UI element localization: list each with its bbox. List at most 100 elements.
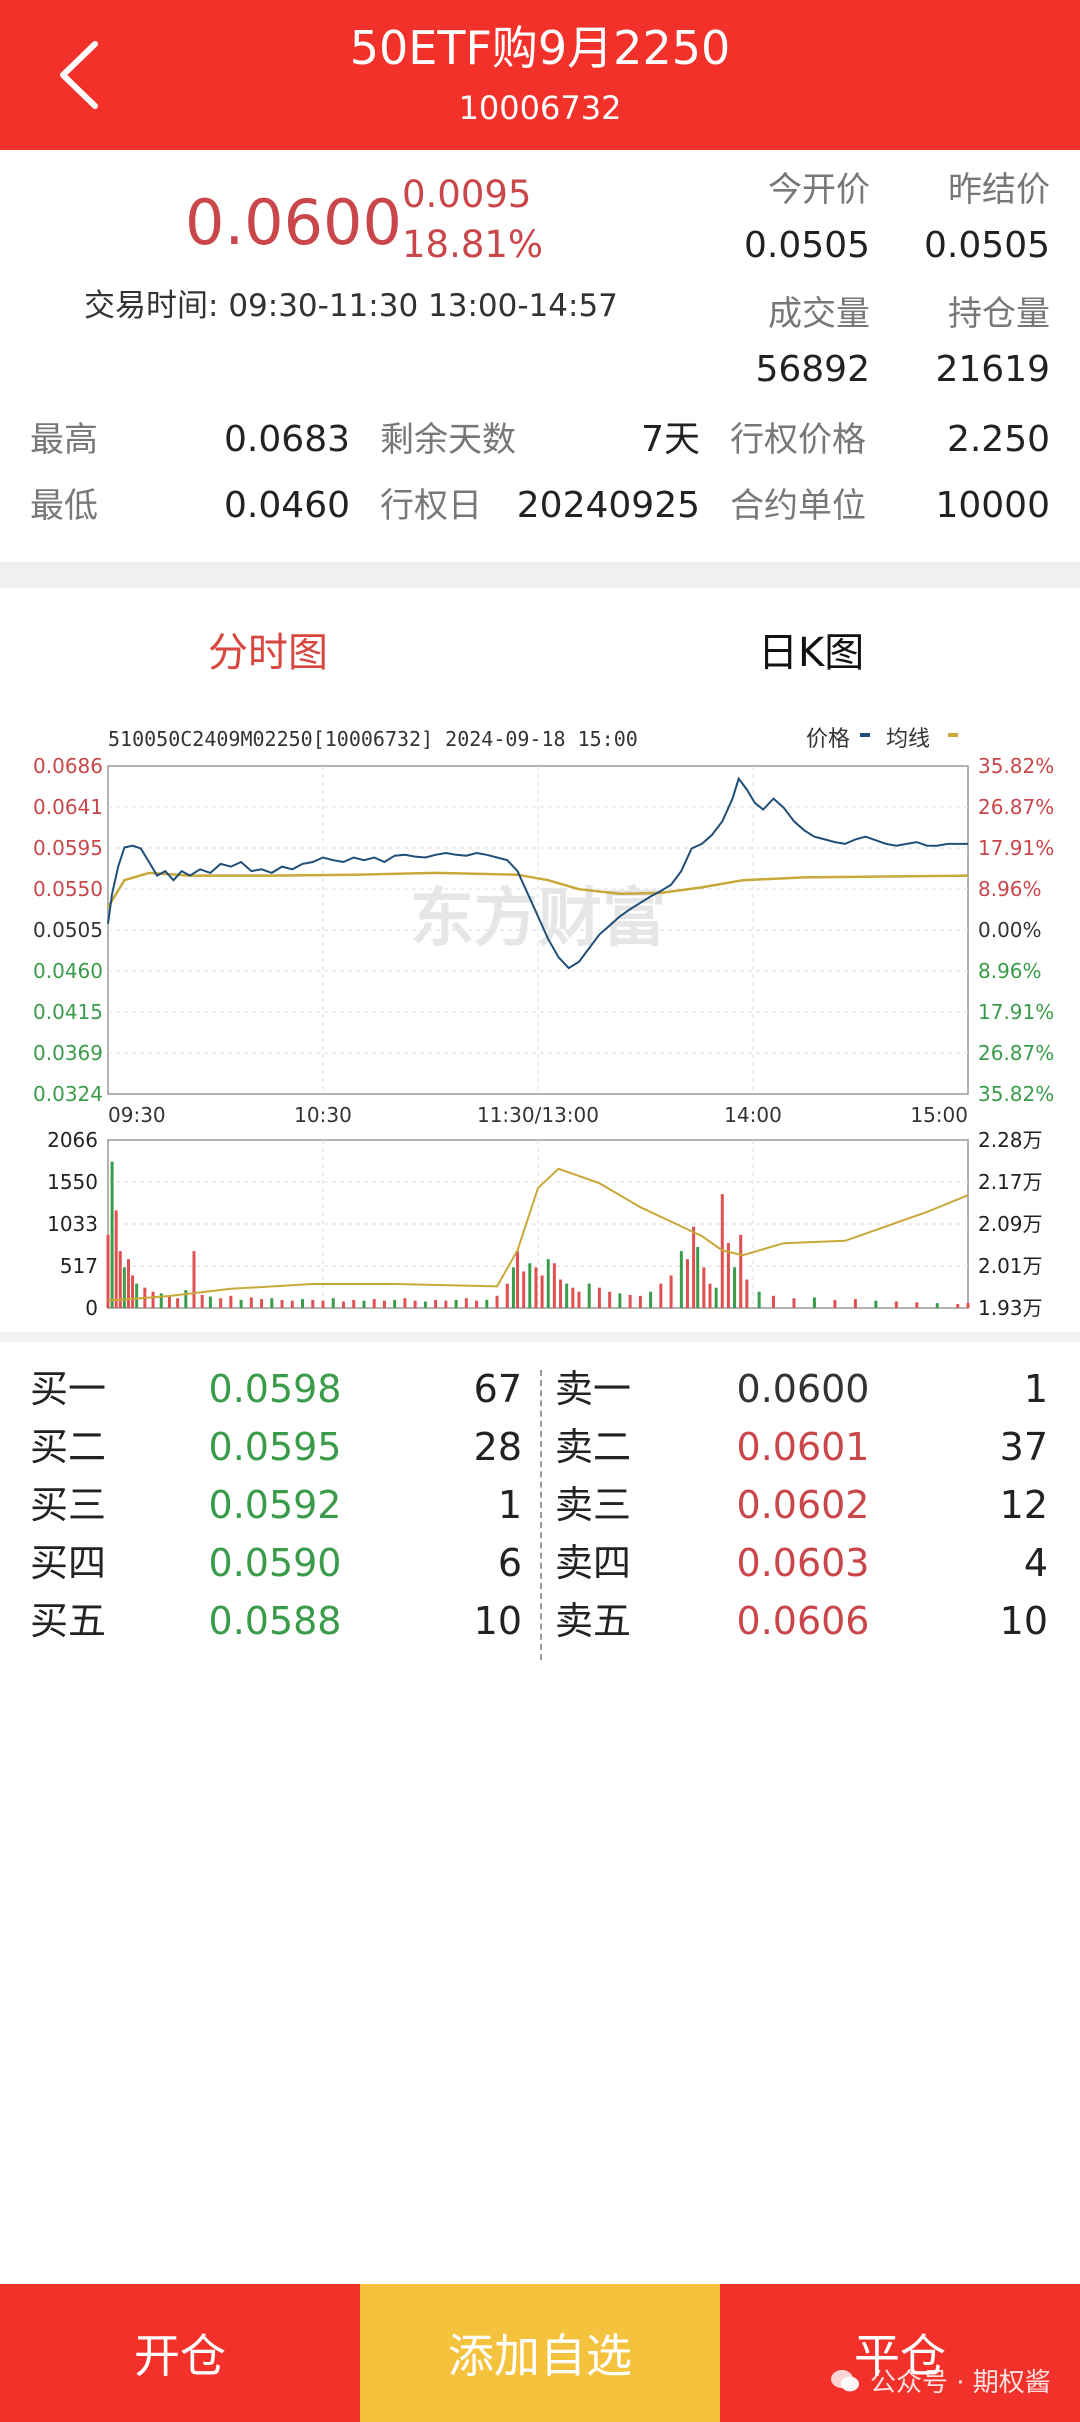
volume-bar	[597, 1287, 601, 1308]
volume-bar	[833, 1299, 837, 1308]
price-axis-right-label: 26.87%	[978, 795, 1054, 819]
volume-bar	[444, 1300, 448, 1308]
volume-bar	[118, 1251, 122, 1308]
chevron-left-icon	[60, 41, 98, 109]
bottom-action-bar: 开仓 添加自选 平仓	[0, 2284, 1080, 2422]
volume-axis-left-label: 517	[60, 1254, 98, 1278]
volume-bar	[106, 1234, 110, 1308]
volume-axis-left-label: 1033	[47, 1212, 98, 1236]
volume-bar	[915, 1302, 919, 1308]
volume-bar	[771, 1295, 775, 1308]
volume-bar	[679, 1251, 683, 1308]
volume-bar	[200, 1294, 204, 1308]
open-interest-line	[107, 1167, 969, 1302]
bid-4-qty: 6	[497, 1541, 522, 1585]
chart-header-text: 510050C2409M02250[10006732] 2024-09-18 1…	[108, 727, 638, 751]
volume-bar	[559, 1279, 563, 1308]
volume-bar	[685, 1259, 689, 1308]
volume-axis-right-label: 1.93万	[978, 1296, 1043, 1320]
tab-daily-k[interactable]: 日K图	[758, 630, 865, 676]
high-label: 最高	[30, 420, 98, 460]
volume-bar	[812, 1297, 816, 1308]
volume-bar	[792, 1298, 796, 1308]
volume-bar	[485, 1299, 489, 1308]
contract-unit-value: 10000	[935, 485, 1050, 526]
volume-bar	[131, 1275, 135, 1308]
volume-bar	[403, 1298, 407, 1308]
volume-bar	[628, 1294, 632, 1308]
order-book: 买一 0.0598 67 买二 0.0595 28 买三 0.0592 1 买四…	[0, 1360, 1080, 1660]
volume-bar	[280, 1299, 284, 1308]
volume-bar	[853, 1299, 857, 1308]
volume-axis-right-label: 2.28万	[978, 1128, 1043, 1152]
volume-bar	[229, 1295, 233, 1308]
time-tick-label: 11:30/13:00	[477, 1103, 599, 1127]
price-axis-left-label: 0.0686	[33, 754, 103, 778]
ask-2-price: 0.0601	[736, 1425, 870, 1469]
volume-bar	[552, 1263, 556, 1308]
volume-bar	[708, 1283, 712, 1308]
volume-bar	[110, 1161, 114, 1308]
volume-bar	[135, 1283, 139, 1308]
prev-settle-label: 昨结价	[948, 170, 1050, 210]
volume-bar	[534, 1267, 538, 1308]
volume-axis-left-label: 2066	[47, 1128, 98, 1152]
volume-bar	[726, 1242, 730, 1308]
contract-unit-label: 合约单位	[730, 486, 866, 526]
volume-bar	[393, 1299, 397, 1308]
volume-bar	[894, 1301, 898, 1308]
ask-2-qty: 37	[999, 1425, 1048, 1469]
ask-4-label: 卖四	[555, 1541, 632, 1585]
chart-tabs: 分时图 日K图	[0, 588, 1080, 718]
bid-4-label: 买四	[30, 1541, 107, 1585]
legend-avg-label: 均线	[886, 727, 930, 752]
price-panel: 东方财富0.06860.06410.05950.05500.05050.0460…	[33, 754, 1054, 1127]
legend-avg-swatch	[948, 733, 958, 737]
page-title: 50ETF购9月2250	[349, 21, 731, 75]
add-watchlist-button[interactable]: 添加自选	[360, 2284, 720, 2422]
volume-bar	[159, 1293, 163, 1308]
prev-settle-value: 0.0505	[924, 225, 1050, 266]
price-axis-right-label: 26.87%	[978, 1041, 1054, 1065]
bid-3-price: 0.0592	[208, 1483, 342, 1527]
volume-bar	[956, 1303, 960, 1308]
volume-axis-left-label: 0	[85, 1296, 98, 1320]
volume-bar	[239, 1299, 243, 1308]
exercise-date-label: 行权日	[380, 486, 482, 526]
volume-bar	[362, 1300, 366, 1308]
bid-5-qty: 10	[473, 1599, 522, 1643]
volume-bar	[352, 1299, 356, 1308]
ask-5-label: 卖五	[555, 1599, 632, 1643]
price-axis-left-label: 0.0415	[33, 1000, 103, 1024]
volume-label: 成交量	[768, 294, 870, 334]
strike-label: 行权价格	[730, 420, 866, 460]
tab-intraday[interactable]: 分时图	[208, 630, 328, 676]
exercise-date-value: 20240925	[516, 485, 700, 526]
price-axis-left-label: 0.0369	[33, 1041, 103, 1065]
wechat-icon	[831, 2369, 859, 2391]
ask-1-qty: 1	[1023, 1367, 1048, 1411]
back-button[interactable]	[44, 30, 114, 120]
volume-axis-right-label: 2.01万	[978, 1254, 1043, 1278]
open-position-button[interactable]: 开仓	[0, 2284, 360, 2422]
volume-bar	[321, 1300, 325, 1308]
ask-4-qty: 4	[1023, 1541, 1048, 1585]
bid-5-label: 买五	[30, 1599, 107, 1643]
volume-bar	[495, 1295, 499, 1308]
volume-bar	[454, 1299, 458, 1308]
volume-bar	[511, 1267, 515, 1308]
legend-price-swatch	[860, 733, 870, 737]
bid-1-qty: 67	[473, 1367, 522, 1411]
strike-value: 2.250	[946, 419, 1050, 460]
bid-3-qty: 1	[497, 1483, 522, 1527]
volume-bar	[649, 1291, 653, 1308]
volume-bar	[413, 1300, 417, 1308]
volume-bar	[475, 1300, 479, 1308]
close-position-button[interactable]: 平仓	[720, 2284, 1080, 2422]
volume-bar	[608, 1291, 612, 1308]
bid-3-label: 买三	[30, 1483, 107, 1527]
volume-bar	[270, 1298, 274, 1308]
volume-panel: 2066 1550 1033 517 0 2.28万 2.17万 2.09万 2.01万 1.93…	[47, 1128, 1042, 1320]
intraday-chart[interactable]: 510050C2409M02250[10006732] 2024-09-18 1…	[0, 718, 1080, 1330]
volume-bar	[176, 1298, 180, 1308]
